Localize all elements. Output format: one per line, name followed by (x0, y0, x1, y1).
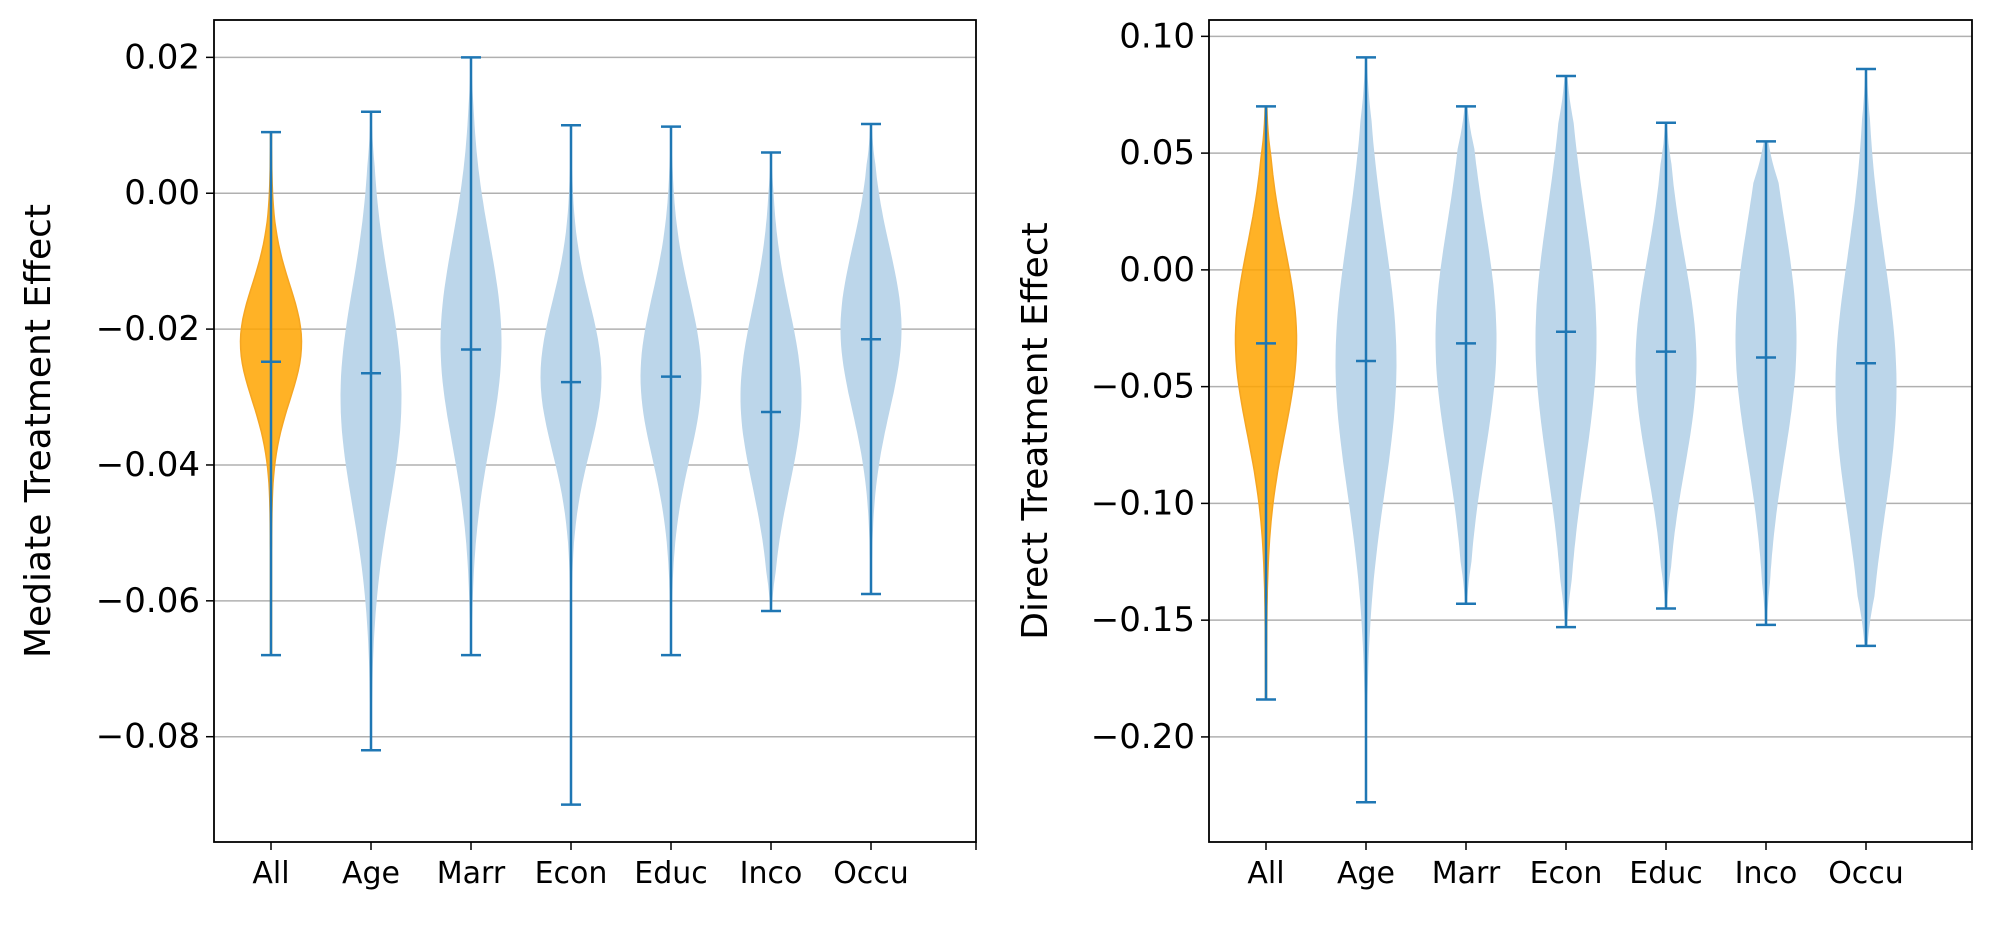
y-tick-label: 0.05 (1119, 133, 1195, 173)
plot-frame (1208, 19, 1973, 843)
y-tick-label: 0.02 (124, 37, 200, 77)
chart-panel-1: All Age Marr Econ Educ Inco Occu 0.02 0.00 −0.02 −… (18, 19, 977, 891)
x-tick-label: All (1247, 856, 1284, 891)
x-tick-label: Econ (1530, 856, 1603, 891)
y-tick-label: −0.06 (96, 581, 200, 621)
y-tick-label: −0.10 (1091, 483, 1195, 523)
y-tick-label: −0.08 (96, 717, 200, 757)
x-tick-label: Inco (740, 856, 803, 891)
x-tick-label: Econ (535, 856, 608, 891)
x-tick-label: Age (1337, 856, 1395, 891)
y-axis-label: Mediate Treatment Effect (18, 204, 59, 658)
x-tick-label: Inco (1735, 856, 1798, 891)
y-tick-label: −0.04 (96, 445, 200, 485)
x-tick-label: Marr (437, 856, 506, 891)
x-tick-label: Marr (1432, 856, 1501, 891)
x-tick-label: Occu (1828, 856, 1904, 891)
y-tick-label: 0.00 (124, 173, 200, 213)
y-tick-label: −0.15 (1091, 600, 1195, 640)
y-tick-label: −0.20 (1091, 717, 1195, 757)
x-tick-label: Educ (634, 856, 708, 891)
y-tick-label: −0.02 (96, 309, 200, 349)
y-tick-label: 0.00 (1119, 250, 1195, 290)
x-tick-label: All (252, 856, 289, 891)
x-tick-label: Educ (1629, 856, 1703, 891)
chart-panel-2: All Age Marr Econ Educ Inco Occu 0.10 0.05 0.00 −0… (1015, 16, 1973, 891)
x-tick-label: Occu (833, 856, 909, 891)
y-tick-label: −0.05 (1091, 367, 1195, 407)
y-tick-label: 0.10 (1119, 16, 1195, 56)
plot-frame (213, 19, 977, 843)
x-tick-label: Age (342, 856, 400, 891)
y-axis-label: Direct Treatment Effect (1015, 222, 1056, 639)
